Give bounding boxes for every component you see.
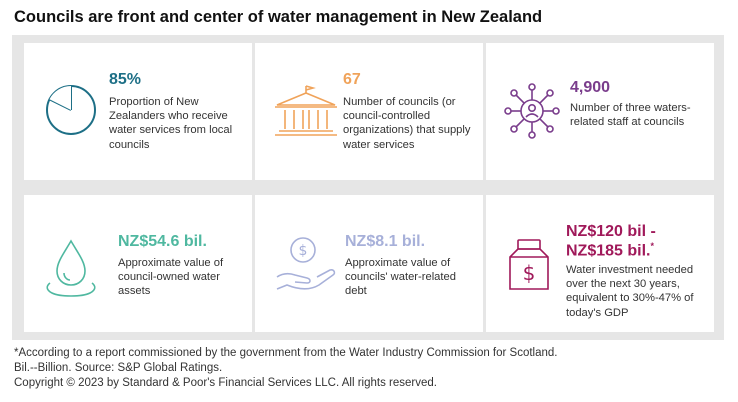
government-building-icon xyxy=(275,85,337,136)
card-value: 4,900 xyxy=(570,79,611,96)
card-councils: 67 Number of councils (or council-contro… xyxy=(255,43,483,180)
people-network-icon xyxy=(504,83,560,139)
pie-chart-icon xyxy=(46,85,96,135)
card-value: NZ$8.1 bil. xyxy=(345,233,426,250)
card-description: Approximate value of councils' water-rel… xyxy=(345,257,456,298)
footer: *According to a report commissioned by t… xyxy=(14,346,558,390)
card-description: Approximate value of council-owned water… xyxy=(118,257,224,298)
card-value: 67 xyxy=(343,71,361,88)
card-description: Water investment needed over the next 30… xyxy=(566,264,694,319)
card-description: Number of councils (or council-controlle… xyxy=(343,96,471,151)
water-drop-icon xyxy=(46,239,96,297)
footnote: *According to a report commissioned by t… xyxy=(14,347,558,359)
copyright: Copyright © 2023 by Standard & Poor's Fi… xyxy=(14,376,437,389)
card-value: 85% xyxy=(109,71,142,88)
card-value-text: NZ$185 bil. xyxy=(566,242,651,260)
card-households-served: 85% Proportion of New Zealanders who rec… xyxy=(24,43,252,180)
card-investment-needed: $ NZ$120 bil - NZ$185 bil.* Water invest… xyxy=(486,195,714,332)
card-description: Number of three waters-related staff at … xyxy=(570,102,691,129)
hand-coin-icon: $ xyxy=(276,237,336,290)
svg-text:$: $ xyxy=(523,261,536,285)
svg-text:$: $ xyxy=(299,243,308,259)
card-value-line2: NZ$185 bil.* xyxy=(566,241,654,260)
card-water-assets: NZ$54.6 bil. Approximate value of counci… xyxy=(24,195,252,332)
card-description: Proportion of New Zealanders who receive… xyxy=(109,96,233,151)
money-bag-icon: $ xyxy=(509,239,549,290)
source-note: Bil.--Billion. Source: S&P Global Rating… xyxy=(14,361,223,374)
card-value: NZ$54.6 bil. xyxy=(118,233,207,250)
page-title: Councils are front and center of water m… xyxy=(14,8,543,26)
card-staff: 4,900 Number of three waters-related sta… xyxy=(486,43,714,180)
footnote-marker: * xyxy=(650,241,654,251)
card-value-line1: NZ$120 bil - xyxy=(566,223,656,240)
card-water-debt: $ NZ$8.1 bil. Approximate value of counc… xyxy=(255,195,483,332)
infographic-panel: 85% Proportion of New Zealanders who rec… xyxy=(12,35,724,340)
